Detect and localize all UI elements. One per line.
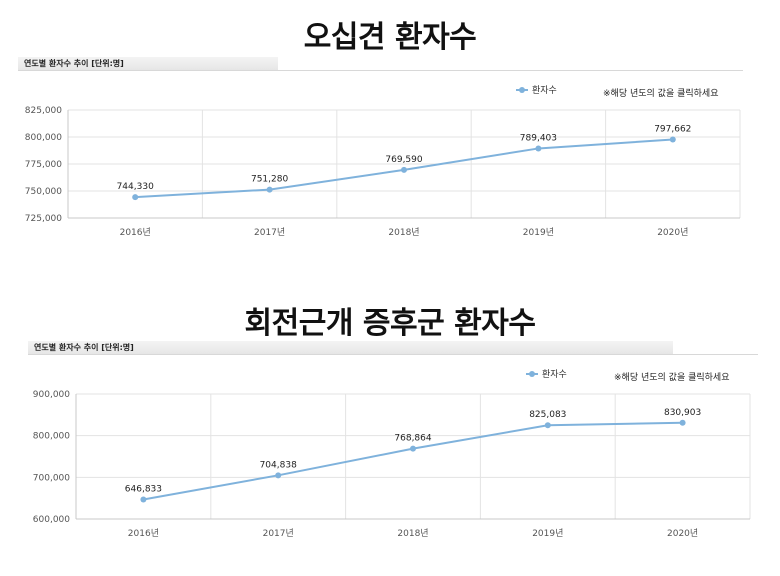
y-tick-label: 750,000 xyxy=(25,187,62,197)
y-tick-label: 825,000 xyxy=(25,106,62,116)
chart-title-1: 오십견 환자수 xyxy=(303,20,477,55)
chart-subtitle-2: 연도별 환자수 추이 [단위:명] xyxy=(28,341,673,355)
data-label: 704,838 xyxy=(260,460,297,470)
data-label: 825,083 xyxy=(529,410,566,420)
subtitle-divider-2 xyxy=(28,354,758,355)
data-label: 751,280 xyxy=(251,175,288,185)
y-tick-label: 800,000 xyxy=(33,432,70,442)
data-label: 769,590 xyxy=(385,155,422,165)
data-label: 830,903 xyxy=(664,408,701,418)
chart-1: 725,000 750,000 775,000 800,000 825,000 2016년… xyxy=(25,84,741,238)
data-point[interactable] xyxy=(535,145,542,152)
x-tick-label: 2016년 xyxy=(128,528,159,539)
data-point[interactable] xyxy=(132,194,139,201)
data-label: 789,403 xyxy=(520,133,557,143)
y-tick-label: 725,000 xyxy=(25,214,62,224)
data-label: 797,662 xyxy=(654,125,691,135)
data-point[interactable] xyxy=(544,422,551,429)
subtitle-divider-1 xyxy=(18,70,743,71)
data-label: 768,864 xyxy=(394,434,431,444)
data-point[interactable] xyxy=(140,496,147,503)
data-label: 744,330 xyxy=(117,182,154,192)
y-tick-label: 600,000 xyxy=(33,515,70,525)
y-tick-label: 775,000 xyxy=(25,160,62,170)
data-point[interactable] xyxy=(410,445,416,452)
chart-subtitle-1: 연도별 환자수 추이 [단위:명] xyxy=(18,57,278,71)
data-point[interactable] xyxy=(669,136,676,143)
legend-label: 환자수 xyxy=(532,84,557,96)
data-point[interactable] xyxy=(679,419,686,426)
chart-2: 600,000 700,000 800,000 900,000 2016년 2017년 20… xyxy=(33,368,751,539)
click-hint-note: ※해당 년도의 값을 클릭하세요 xyxy=(614,371,729,383)
data-point[interactable] xyxy=(275,472,282,479)
y-tick-label: 900,000 xyxy=(33,390,70,400)
legend-swatch-marker xyxy=(519,87,525,93)
click-hint-note: ※해당 년도의 값을 클릭하세요 xyxy=(603,87,718,99)
x-tick-label: 2017년 xyxy=(254,227,285,238)
x-tick-label: 2018년 xyxy=(388,227,419,238)
x-tick-label: 2020년 xyxy=(657,227,688,238)
x-tick-label: 2019년 xyxy=(523,227,554,238)
chart-title-2: 회전근개 증후군 환자수 xyxy=(244,306,536,341)
data-point[interactable] xyxy=(266,186,273,193)
y-tick-label: 800,000 xyxy=(25,133,62,143)
legend-swatch-marker xyxy=(529,371,535,377)
x-tick-label: 2019년 xyxy=(532,528,563,539)
x-tick-label: 2020년 xyxy=(667,528,698,539)
legend-label: 환자수 xyxy=(542,368,567,380)
x-tick-label: 2017년 xyxy=(263,528,294,539)
x-tick-label: 2018년 xyxy=(397,528,428,539)
data-point[interactable] xyxy=(401,166,407,173)
x-tick-label: 2016년 xyxy=(120,227,151,238)
y-tick-label: 700,000 xyxy=(33,473,70,483)
data-label: 646,833 xyxy=(125,484,162,494)
